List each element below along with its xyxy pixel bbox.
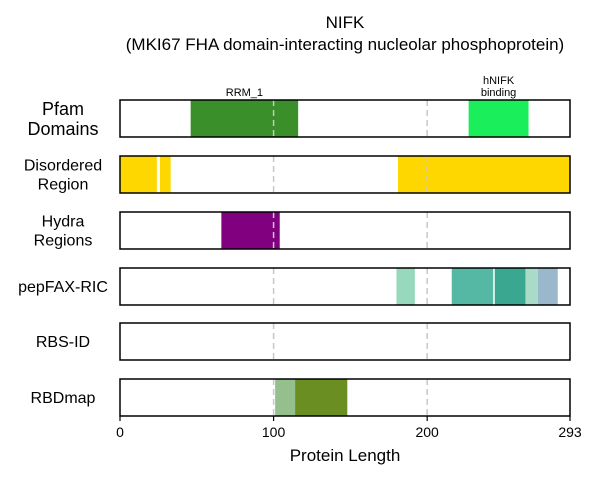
track-rbdmap: RBDmap xyxy=(31,378,571,417)
track-pfam-domains: RRM_1 hNIFK binding Pfam Domains xyxy=(27,75,571,139)
track-label-rbs-id: RBS-ID xyxy=(36,334,90,351)
chart-subtitle: (MKI67 FHA domain-interacting nucleolar … xyxy=(126,35,564,54)
track-label-pepfax-ric: pepFAX-RIC xyxy=(18,279,108,296)
segment-label-rrm-1: RRM_1 xyxy=(226,87,263,99)
track-frame xyxy=(119,99,571,138)
segment-pfam-domains-1 xyxy=(468,100,529,137)
track-hydra-regions: Hydra Regions xyxy=(34,211,571,250)
segment-label-hnifk-binding: hNIFK binding xyxy=(481,75,516,99)
segment-rbdmap-1 xyxy=(295,379,348,416)
track-frame xyxy=(119,155,571,194)
segment-disordered-region-1 xyxy=(159,156,171,193)
track-label-hydra-regions: Hydra Regions xyxy=(34,214,93,250)
segment-pepfax-ric-1 xyxy=(451,268,494,305)
track-frame xyxy=(119,211,571,250)
track-rbs-id: RBS-ID xyxy=(36,322,571,361)
track-label-rbdmap: RBDmap xyxy=(31,390,96,407)
track-label-disordered-region: Disordered Region xyxy=(24,158,102,194)
segment-pepfax-ric-4 xyxy=(537,268,558,305)
x-tick-label-293: 293 xyxy=(558,424,582,440)
track-frame xyxy=(119,267,571,306)
x-tick-label-200: 200 xyxy=(415,424,439,440)
segment-rbdmap-0 xyxy=(275,379,296,416)
segment-disordered-region-0 xyxy=(120,156,157,193)
x-axis-label: Protein Length xyxy=(290,446,401,465)
chart-title: NIFK xyxy=(326,13,365,32)
track-disordered-region: Disordered Region xyxy=(24,155,571,194)
track-frame xyxy=(119,378,571,417)
track-frame xyxy=(119,322,571,361)
x-tick-label-100: 100 xyxy=(262,424,286,440)
segment-disordered-region-2 xyxy=(397,156,570,193)
x-axis: 0 100 200 293 xyxy=(116,416,582,440)
x-tick-label-0: 0 xyxy=(116,424,124,440)
segment-pepfax-ric-0 xyxy=(396,268,415,305)
track-label-pfam-domains: Pfam Domains xyxy=(27,99,98,139)
segment-pepfax-ric-2 xyxy=(494,268,526,305)
tracks-layer: RRM_1 hNIFK binding Pfam Domains Disordered Re… xyxy=(18,75,571,417)
segment-hydra-regions-0 xyxy=(221,212,280,249)
segment-pepfax-ric-3 xyxy=(525,268,538,305)
track-pepfax-ric: pepFAX-RIC xyxy=(18,267,571,306)
segment-pfam-domains-0 xyxy=(190,100,299,137)
